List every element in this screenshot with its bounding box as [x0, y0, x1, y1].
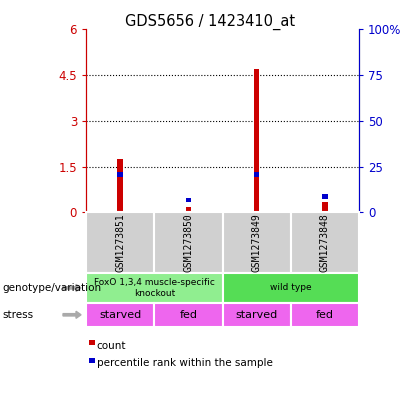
Text: GSM1273849: GSM1273849	[252, 213, 262, 272]
Text: fed: fed	[179, 310, 197, 320]
Text: GSM1273851: GSM1273851	[115, 213, 125, 272]
Bar	[118, 172, 123, 176]
Bar	[254, 172, 260, 176]
Text: GSM1273848: GSM1273848	[320, 213, 330, 272]
Bar	[322, 202, 328, 212]
Text: percentile rank within the sample: percentile rank within the sample	[97, 358, 273, 368]
Bar	[322, 194, 328, 198]
Bar	[186, 198, 191, 202]
Text: GDS5656 / 1423410_at: GDS5656 / 1423410_at	[125, 14, 295, 30]
Bar	[118, 159, 123, 212]
Text: starved: starved	[99, 310, 142, 320]
Bar	[186, 207, 191, 212]
Text: starved: starved	[236, 310, 278, 320]
Text: genotype/variation: genotype/variation	[2, 283, 101, 293]
Text: stress: stress	[2, 310, 33, 320]
Text: FoxO 1,3,4 muscle-specific
knockout: FoxO 1,3,4 muscle-specific knockout	[94, 278, 215, 298]
Text: fed: fed	[316, 310, 334, 320]
Bar	[254, 69, 260, 212]
Text: count: count	[97, 341, 126, 351]
Text: wild type: wild type	[270, 283, 312, 292]
Text: GSM1273850: GSM1273850	[184, 213, 194, 272]
